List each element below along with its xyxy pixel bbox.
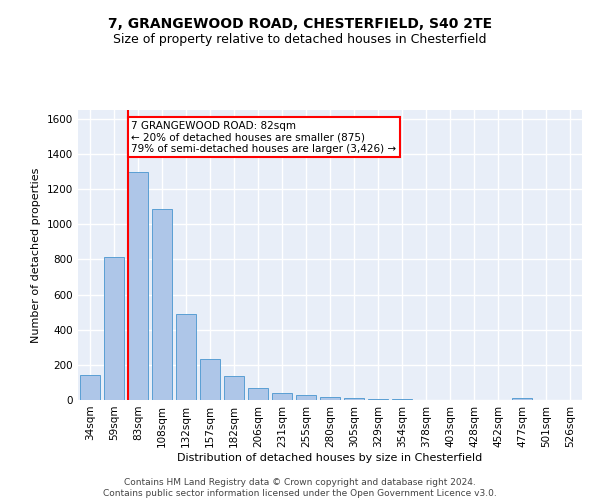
Bar xyxy=(368,399,388,400)
Bar xyxy=(320,397,340,400)
Text: 7 GRANGEWOOD ROAD: 82sqm
← 20% of detached houses are smaller (875)
79% of semi-: 7 GRANGEWOOD ROAD: 82sqm ← 20% of detach… xyxy=(131,120,397,154)
Y-axis label: Number of detached properties: Number of detached properties xyxy=(31,168,41,342)
Bar xyxy=(272,392,292,400)
Bar xyxy=(200,358,220,400)
Bar xyxy=(176,314,196,400)
Bar xyxy=(224,376,244,400)
Bar xyxy=(152,210,172,400)
Bar xyxy=(248,388,268,400)
Bar xyxy=(344,398,364,400)
Bar xyxy=(128,172,148,400)
Text: Contains HM Land Registry data © Crown copyright and database right 2024.
Contai: Contains HM Land Registry data © Crown c… xyxy=(103,478,497,498)
Bar xyxy=(512,398,532,400)
Text: 7, GRANGEWOOD ROAD, CHESTERFIELD, S40 2TE: 7, GRANGEWOOD ROAD, CHESTERFIELD, S40 2T… xyxy=(108,18,492,32)
Bar xyxy=(296,395,316,400)
Bar xyxy=(80,376,100,400)
Bar xyxy=(104,257,124,400)
Text: Size of property relative to detached houses in Chesterfield: Size of property relative to detached ho… xyxy=(113,32,487,46)
X-axis label: Distribution of detached houses by size in Chesterfield: Distribution of detached houses by size … xyxy=(178,452,482,462)
